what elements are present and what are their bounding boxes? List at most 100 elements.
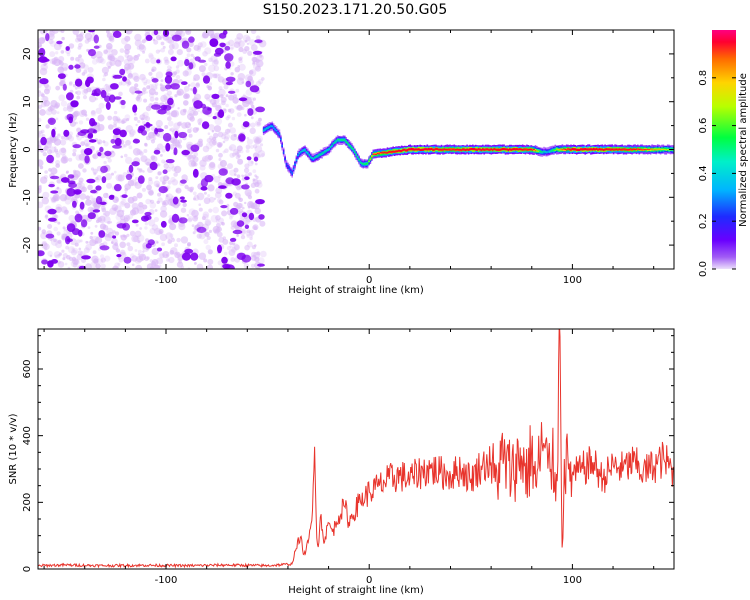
noise-speck bbox=[241, 174, 244, 177]
noise-speck bbox=[237, 65, 240, 68]
ridge-cell bbox=[317, 155, 319, 157]
noise-blob bbox=[190, 144, 200, 152]
noise-speck bbox=[107, 65, 111, 69]
spectrogram-x-tick-label: 0 bbox=[366, 275, 372, 286]
ridge-cell bbox=[418, 149, 420, 151]
noise-speck bbox=[203, 239, 209, 245]
noise-blob bbox=[112, 235, 117, 239]
ridge-cell bbox=[541, 151, 544, 153]
noise-speck bbox=[137, 206, 145, 214]
noise-blob bbox=[101, 176, 107, 184]
noise-speck bbox=[114, 205, 122, 213]
noise-speck bbox=[236, 104, 243, 111]
noise-speck bbox=[144, 256, 150, 262]
noise-speck bbox=[159, 253, 165, 259]
noise-speck bbox=[90, 197, 98, 205]
noise-speck bbox=[139, 73, 146, 81]
noise-speck bbox=[203, 258, 208, 263]
noise-speck bbox=[119, 251, 127, 259]
noise-speck bbox=[204, 219, 212, 226]
noise-speck bbox=[167, 49, 174, 55]
noise-speck bbox=[92, 154, 97, 159]
noise-speck bbox=[51, 109, 57, 115]
noise-speck bbox=[72, 247, 79, 254]
noise-speck bbox=[176, 30, 183, 36]
noise-speck bbox=[47, 250, 53, 257]
ridge-cell bbox=[318, 154, 320, 156]
noise-speck bbox=[41, 197, 49, 205]
ridge-cell bbox=[631, 148, 633, 150]
noise-speck bbox=[166, 258, 170, 262]
noise-speck bbox=[192, 78, 196, 82]
noise-speck bbox=[138, 168, 143, 172]
noise-speck bbox=[181, 174, 188, 181]
noise-speck bbox=[198, 207, 203, 212]
noise-speck bbox=[165, 194, 169, 198]
ridge-cell bbox=[453, 149, 456, 151]
noise-speck bbox=[114, 242, 118, 247]
ridge-cell bbox=[265, 128, 268, 130]
noise-speck bbox=[254, 145, 263, 153]
noise-speck bbox=[192, 127, 199, 133]
noise-speck bbox=[138, 202, 144, 208]
noise-speck bbox=[127, 245, 134, 252]
noise-speck bbox=[121, 120, 125, 124]
noise-speck bbox=[54, 146, 57, 149]
noise-blob bbox=[62, 83, 67, 91]
noise-speck bbox=[202, 51, 208, 57]
noise-blob bbox=[72, 144, 82, 149]
ridge-cell bbox=[355, 154, 357, 156]
noise-speck bbox=[193, 162, 198, 167]
noise-speck bbox=[170, 176, 176, 183]
noise-speck bbox=[59, 194, 68, 202]
noise-speck bbox=[92, 250, 97, 255]
noise-speck bbox=[106, 61, 113, 68]
noise-speck bbox=[229, 241, 234, 246]
noise-speck bbox=[213, 228, 220, 235]
noise-speck bbox=[107, 54, 114, 61]
ridge-cell bbox=[647, 149, 649, 151]
noise-blob bbox=[114, 96, 122, 100]
noise-blob bbox=[218, 168, 228, 176]
noise-speck bbox=[153, 264, 161, 269]
ridge-cell bbox=[427, 147, 430, 151]
noise-speck bbox=[38, 201, 44, 209]
noise-speck bbox=[152, 38, 156, 42]
noise-blob bbox=[178, 217, 188, 224]
noise-speck bbox=[193, 197, 196, 201]
noise-speck bbox=[165, 195, 171, 202]
ridge-cell bbox=[658, 148, 660, 150]
noise-speck bbox=[208, 124, 215, 131]
noise-speck bbox=[207, 132, 211, 135]
noise-blob bbox=[112, 128, 121, 136]
noise-speck bbox=[176, 49, 183, 56]
noise-speck bbox=[160, 41, 165, 46]
noise-speck bbox=[243, 167, 250, 174]
ridge-cell bbox=[385, 152, 387, 154]
noise-blob bbox=[46, 154, 54, 164]
noise-speck bbox=[59, 61, 64, 66]
noise-speck bbox=[105, 85, 112, 92]
snr-y-tick-label: 0 bbox=[22, 566, 33, 572]
noise-blob bbox=[224, 53, 234, 62]
noise-speck bbox=[53, 226, 58, 232]
noise-blob bbox=[171, 34, 182, 42]
ridge-cell bbox=[399, 150, 402, 153]
ridge-cell bbox=[597, 149, 599, 151]
noise-blob bbox=[196, 226, 207, 233]
noise-speck bbox=[235, 88, 240, 93]
noise-speck bbox=[128, 145, 133, 150]
noise-speck bbox=[218, 236, 225, 243]
ridge-cell bbox=[389, 150, 392, 153]
ridge-cell bbox=[649, 148, 652, 151]
noise-speck bbox=[74, 86, 78, 90]
ridge-cell bbox=[416, 148, 419, 150]
noise-speck bbox=[39, 165, 44, 170]
noise-speck bbox=[193, 74, 201, 81]
noise-speck bbox=[192, 191, 197, 196]
ridge-cell bbox=[527, 149, 530, 150]
ridge-cell bbox=[338, 139, 340, 142]
noise-blob bbox=[86, 128, 97, 134]
colorbar-tick-label: 0.0 bbox=[698, 261, 709, 277]
noise-speck bbox=[177, 121, 182, 127]
